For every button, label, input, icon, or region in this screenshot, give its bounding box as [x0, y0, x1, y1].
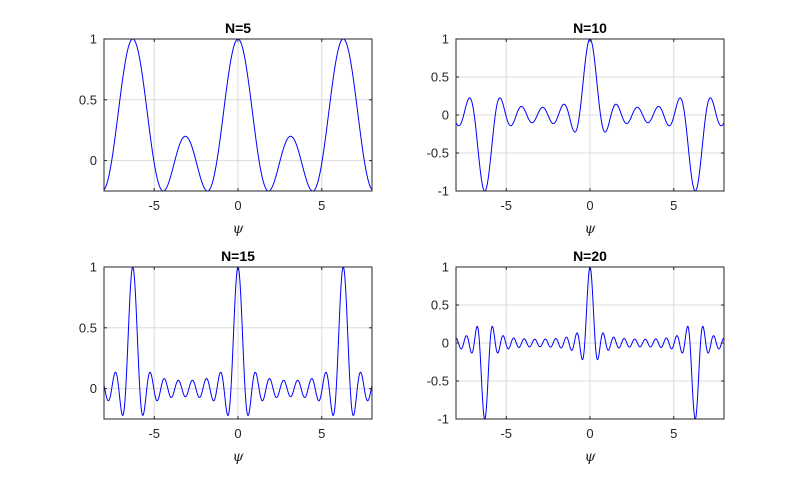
- y-tick-label: 0.5: [431, 70, 449, 85]
- y-tick-label: -1: [437, 412, 449, 427]
- subplot-n10: -5 0 5 -1 -0.5 0 0.5 1 N=10 ψ: [427, 20, 725, 237]
- x-tick-label: 0: [586, 198, 593, 213]
- y-tick-label: 1: [442, 260, 449, 275]
- y-tick-label: 1: [90, 260, 97, 275]
- y-tick-label: 0: [90, 381, 97, 396]
- x-tick-label: -5: [148, 198, 160, 213]
- x-axis-label: ψ: [233, 449, 245, 465]
- subplot-n20: -5 0 5 -1 -0.5 0 0.5 1 N=20 ψ: [427, 248, 725, 465]
- subplot-n15: -5 0 5 0 0.5 1 N=15 ψ: [79, 248, 373, 465]
- x-tick-label: -5: [148, 426, 160, 441]
- x-axis-label: ψ: [585, 449, 597, 465]
- y-tick-label: 0.5: [431, 298, 449, 313]
- y-tick-label: 0: [442, 108, 449, 123]
- x-tick-label: 0: [234, 426, 241, 441]
- x-tick-label: -5: [500, 426, 512, 441]
- y-tick-label: -1: [437, 184, 449, 199]
- y-tick-label: 0.5: [79, 320, 97, 335]
- subplot-title: N=15: [221, 248, 255, 264]
- x-tick-label: 5: [670, 198, 677, 213]
- subplot-n5: -5 0 5 0 0.5 1 N=5 ψ: [79, 20, 373, 237]
- y-tick-label: 0: [90, 153, 97, 168]
- y-tick-label: 1: [442, 32, 449, 47]
- x-tick-label: 5: [318, 198, 325, 213]
- y-tick-label: 0.5: [79, 92, 97, 107]
- y-tick-label: 1: [90, 32, 97, 47]
- subplot-title: N=5: [225, 20, 251, 36]
- x-tick-label: -5: [500, 198, 512, 213]
- y-tick-label: -0.5: [427, 146, 449, 161]
- x-axis-label: ψ: [585, 221, 597, 237]
- x-tick-label: 5: [318, 426, 325, 441]
- x-axis-label: ψ: [233, 221, 245, 237]
- subplot-title: N=20: [573, 248, 607, 264]
- x-tick-label: 0: [586, 426, 593, 441]
- y-tick-label: -0.5: [427, 374, 449, 389]
- x-tick-label: 0: [234, 198, 241, 213]
- subplot-title: N=10: [573, 20, 607, 36]
- x-tick-label: 5: [670, 426, 677, 441]
- y-tick-label: 0: [442, 336, 449, 351]
